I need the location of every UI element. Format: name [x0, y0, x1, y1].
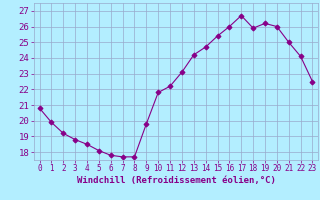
X-axis label: Windchill (Refroidissement éolien,°C): Windchill (Refroidissement éolien,°C)	[76, 176, 276, 185]
